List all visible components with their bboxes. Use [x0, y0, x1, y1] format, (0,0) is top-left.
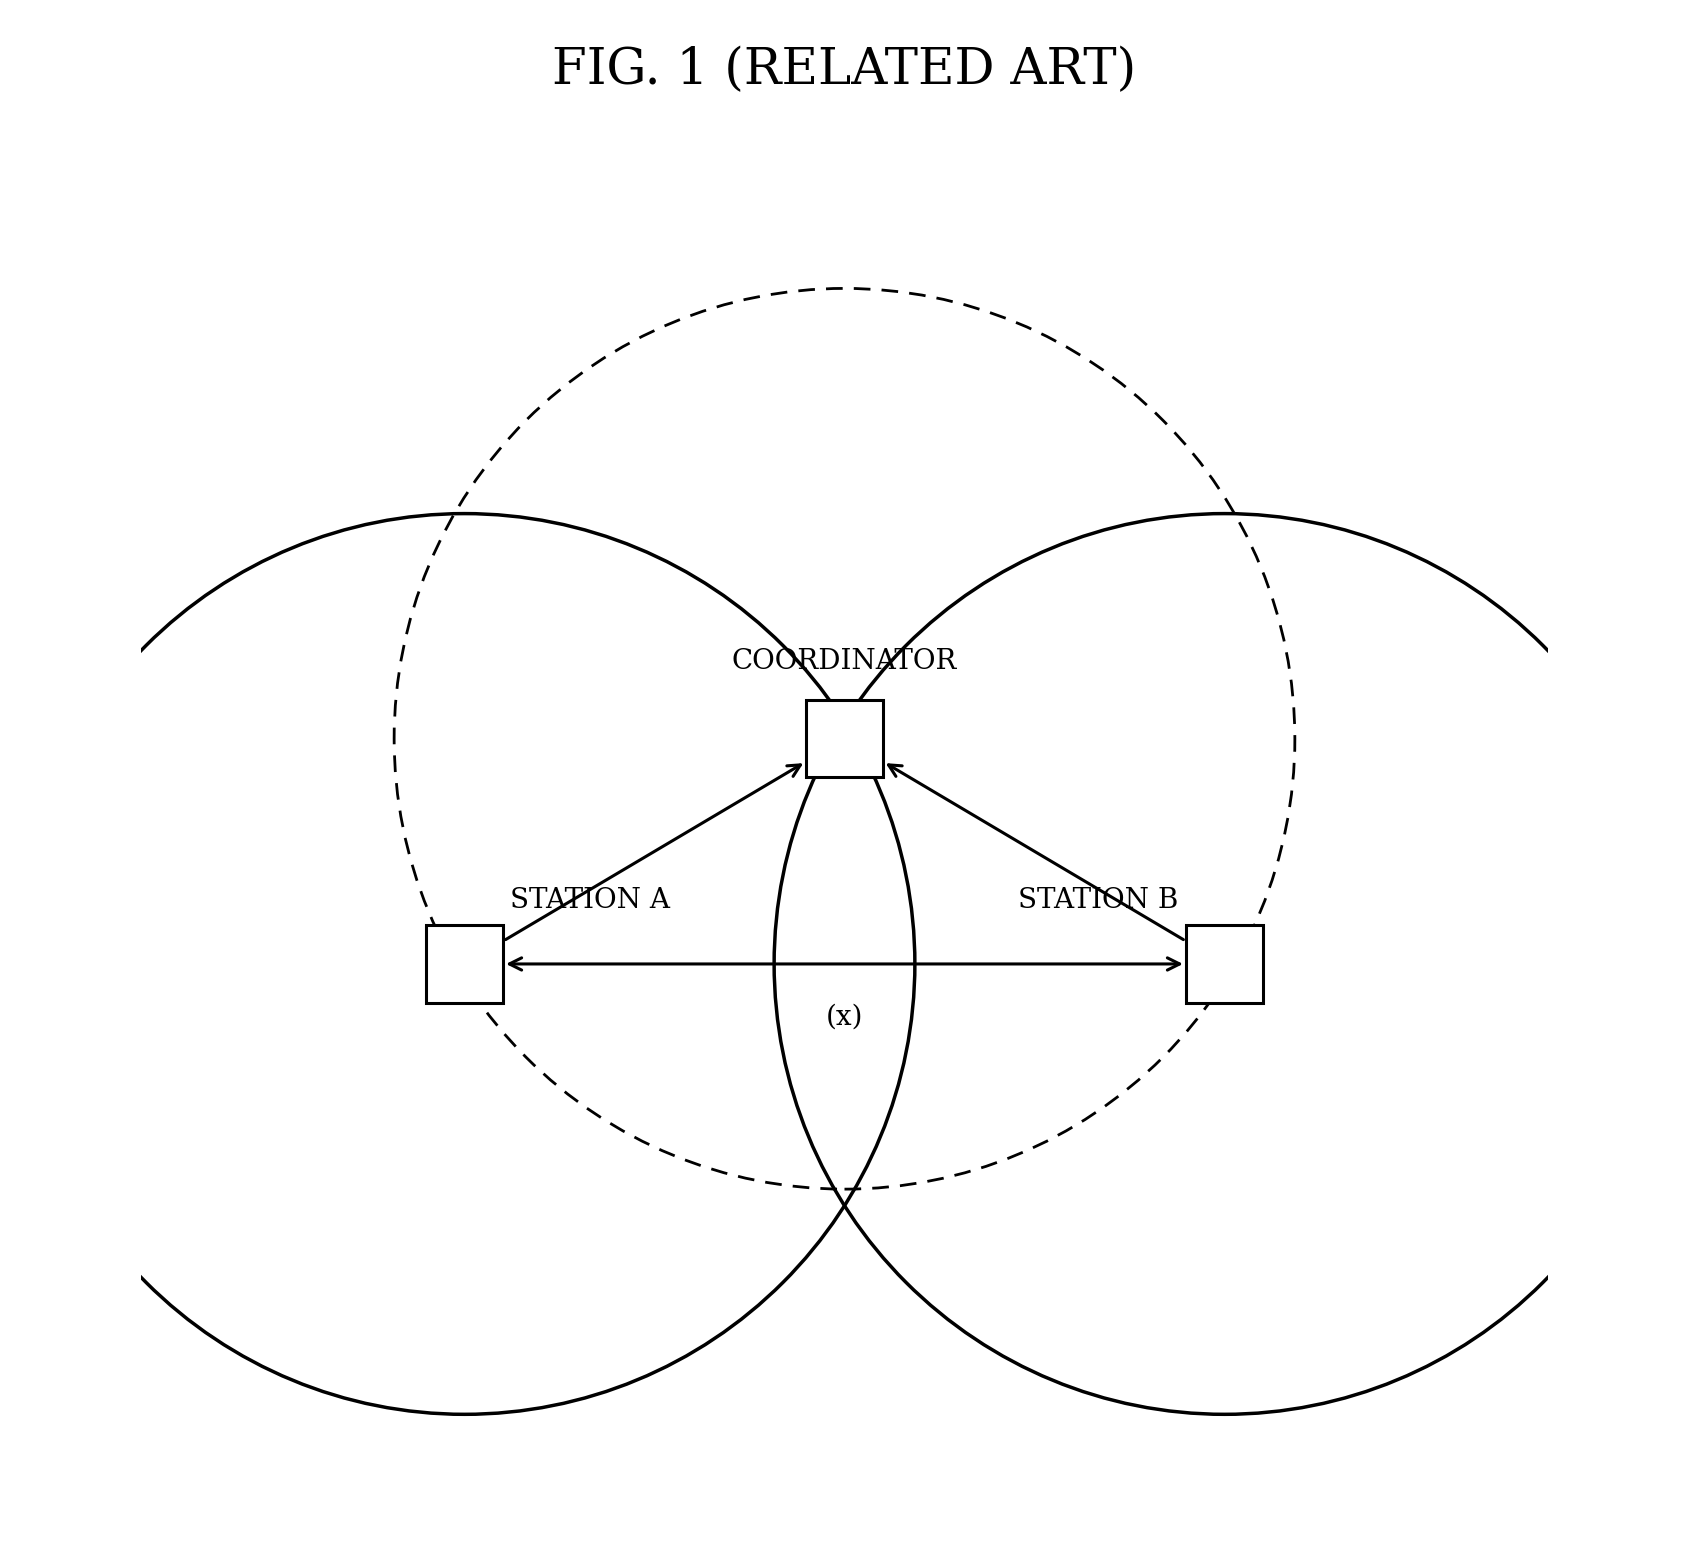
- Text: COORDINATOR: COORDINATOR: [731, 648, 958, 675]
- Bar: [1186, 925, 1263, 1003]
- Text: (x): (x): [826, 1003, 863, 1031]
- Bar: [806, 700, 883, 778]
- Text: STATION B: STATION B: [1018, 887, 1179, 914]
- Bar: [426, 925, 503, 1003]
- Text: FIG. 1 (RELATED ART): FIG. 1 (RELATED ART): [552, 45, 1137, 95]
- Text: STATION A: STATION A: [510, 887, 671, 914]
